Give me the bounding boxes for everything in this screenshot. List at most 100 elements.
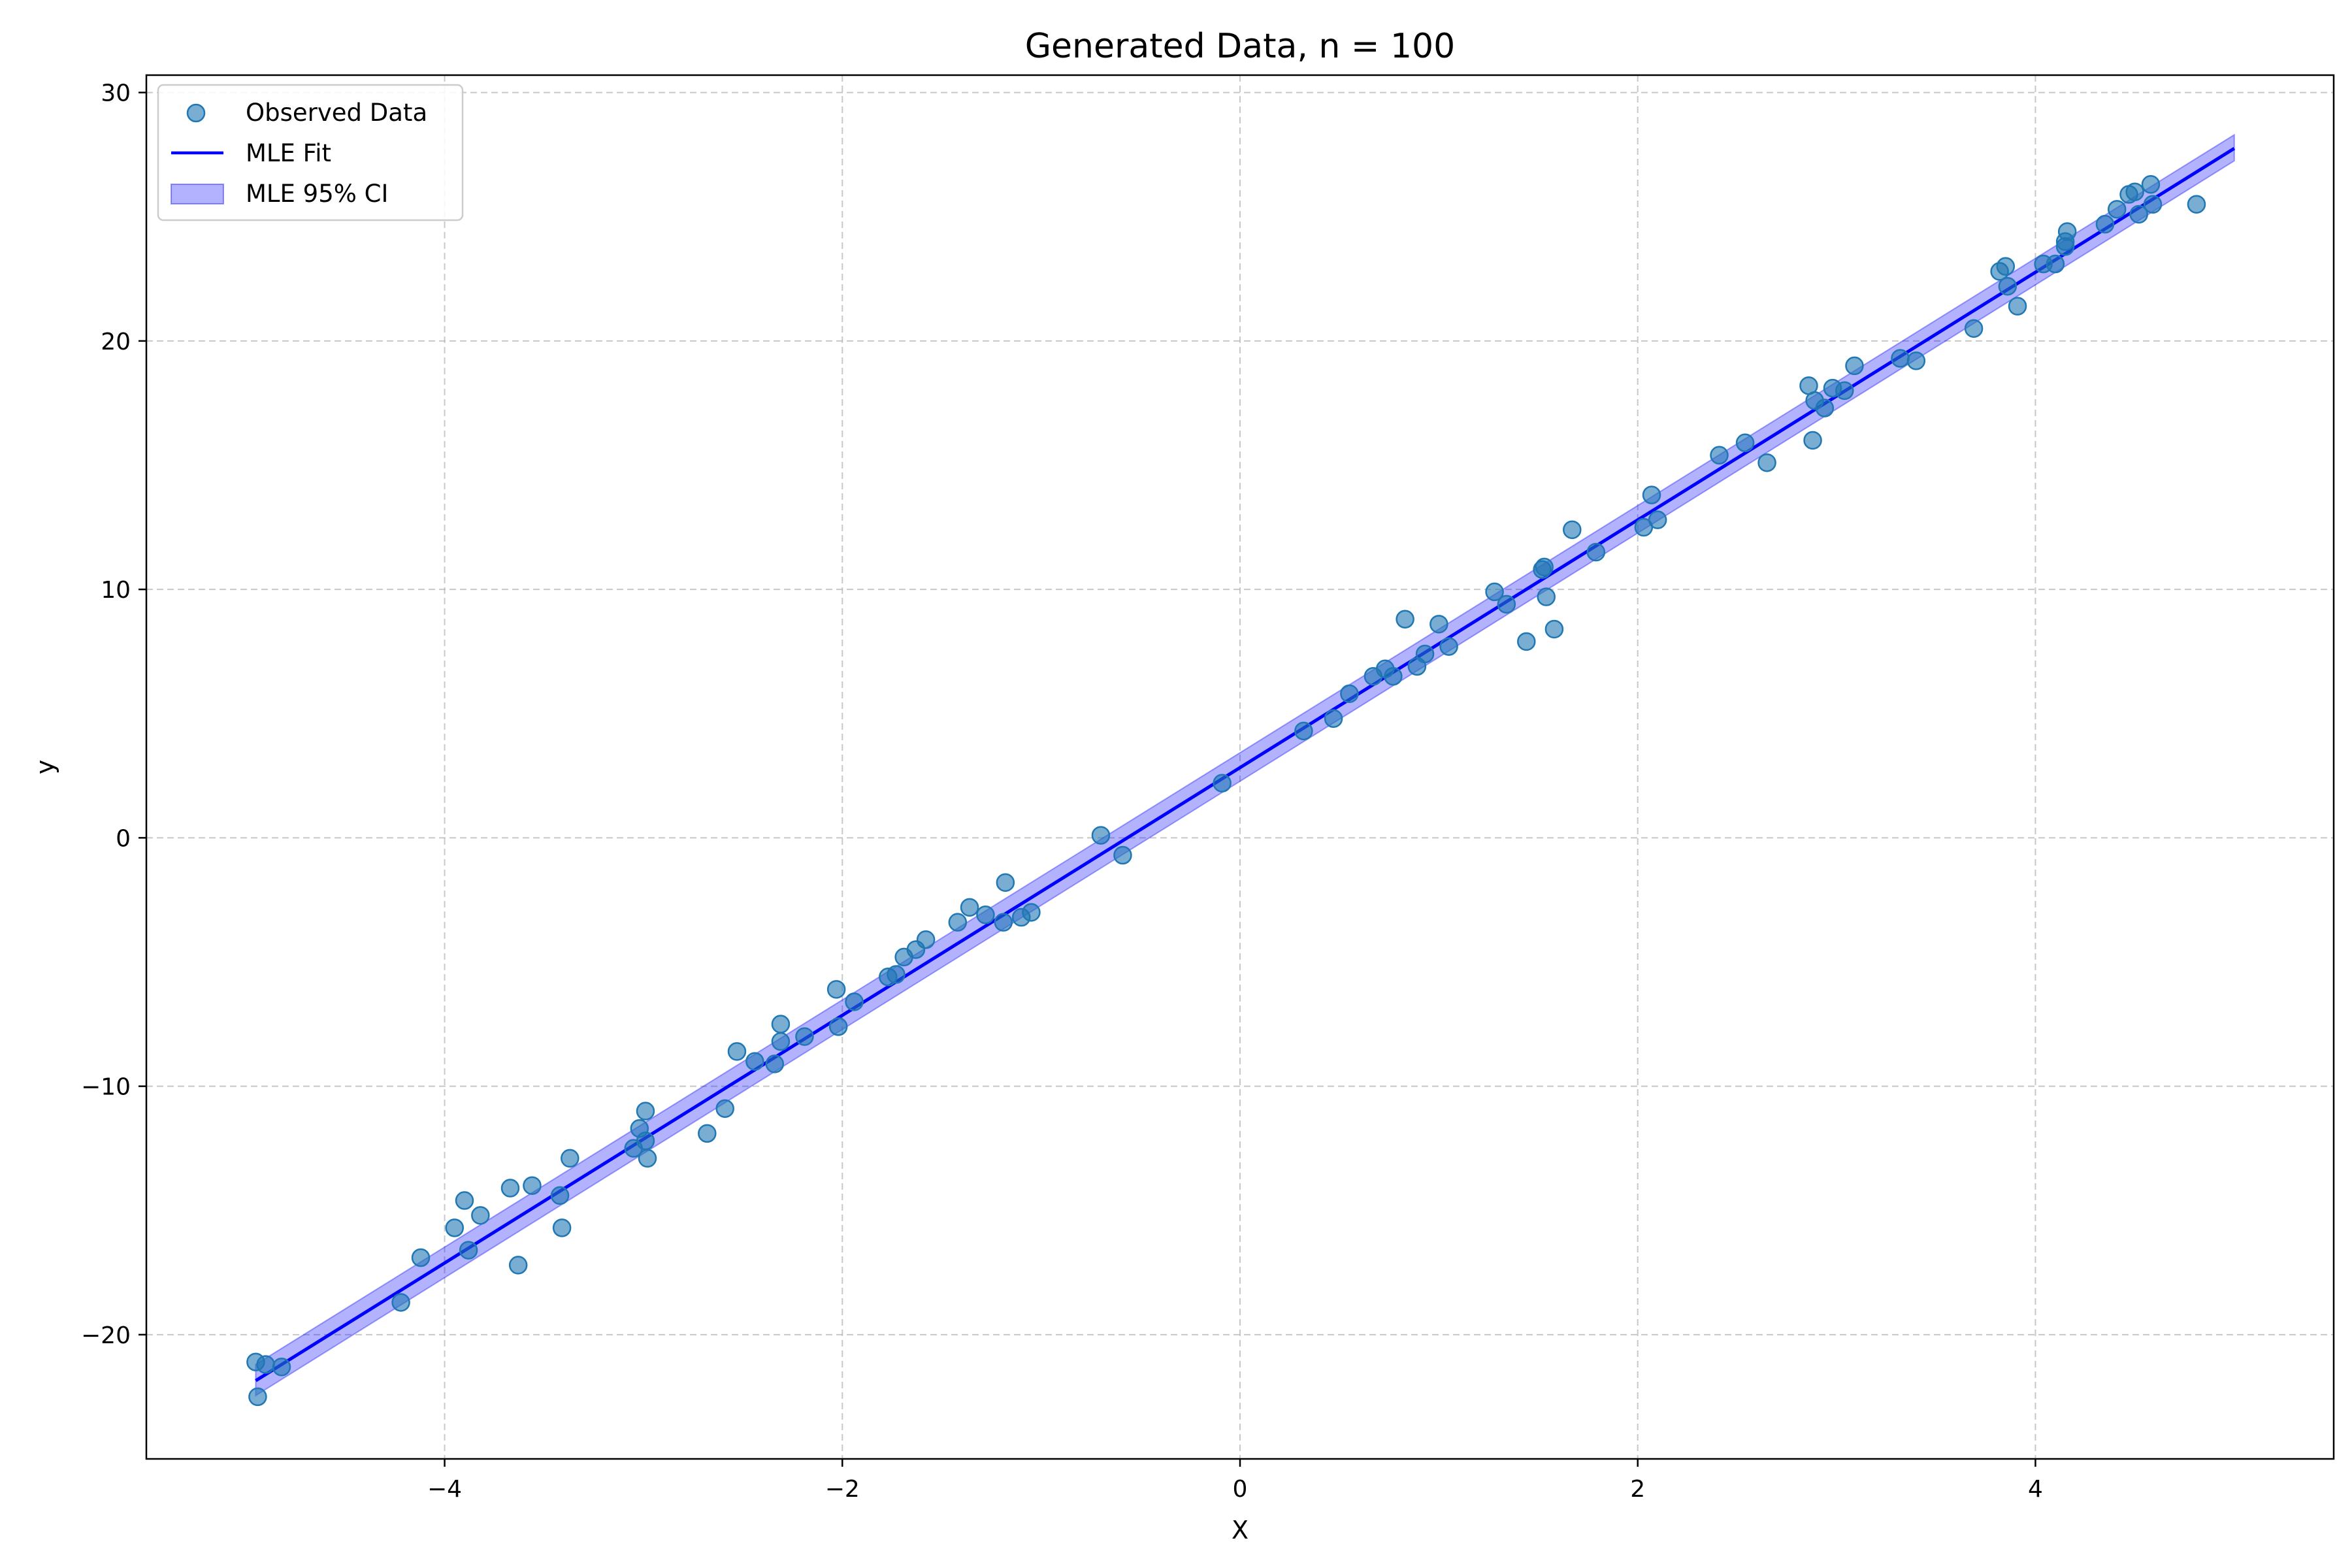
data-point [2008,297,2027,316]
data-point [1517,632,1536,651]
y-tick-label: −20 [81,1322,131,1349]
scatter-points-layer [246,175,2206,1407]
data-point [1815,399,1835,417]
data-point [2125,182,2144,201]
data-point [795,1027,814,1046]
data-point [1415,644,1435,664]
data-point [1340,684,1359,704]
data-point [1022,903,1041,922]
x-tick-label: 4 [2028,1476,2043,1503]
legend: Observed Data MLE Fit MLE 95% CI [157,84,464,221]
data-point [2187,195,2206,214]
data-point [715,1099,734,1119]
data-point [471,1206,490,1225]
data-point [765,1054,785,1073]
y-tick-label: 10 [101,577,131,604]
data-point [1485,582,1504,602]
data-point [2095,214,2115,234]
x-tick-label: −4 [427,1476,462,1503]
data-point [916,930,936,949]
data-point [828,1017,848,1036]
data-point [727,1042,747,1061]
data-point [1757,453,1776,472]
data-point [636,1132,655,1151]
data-point [826,980,846,999]
data-point [2046,254,2065,274]
y-tick-label: 0 [116,825,131,852]
data-point [561,1149,580,1168]
data-point [1324,709,1343,728]
data-point [1586,542,1606,562]
data-point [1091,826,1111,845]
data-point [771,1032,791,1051]
data-point [2143,195,2163,214]
data-point [1964,319,1984,338]
data-point [960,898,979,917]
data-point [745,1052,764,1071]
x-tick-label: 2 [1630,1476,1645,1503]
data-point [272,1358,291,1377]
data-point [1396,610,1414,629]
data-point [2129,204,2148,224]
data-point [256,1355,275,1374]
data-point [1535,557,1554,577]
data-point [2057,222,2077,241]
data-point [1439,637,1458,656]
data-point [1429,615,1448,634]
data-point [459,1241,478,1260]
data-point [1294,721,1313,741]
legend-label-observed-data: Observed Data [246,99,427,127]
chart-title: Generated Data, n = 100 [1025,27,1455,66]
data-point [552,1218,572,1237]
data-point [1996,257,2016,276]
data-point [638,1149,657,1168]
x-tick-label: −2 [825,1476,860,1503]
y-axis-ticks: −20 −10 0 10 20 30 [81,80,146,1349]
data-point [1537,587,1556,606]
legend-marker-mle-ci [171,184,224,204]
data-point [887,965,906,984]
data-point [1113,845,1132,865]
data-point [411,1248,431,1267]
data-point [1803,431,1822,450]
data-point [1710,446,1729,465]
data-point [445,1218,465,1237]
data-point [1384,666,1403,686]
data-point [636,1102,655,1120]
legend-marker-observed-data [186,103,206,123]
data-point [2141,175,2161,194]
x-axis-label: X [1232,1516,1249,1544]
data-point [996,873,1015,892]
data-point [698,1124,717,1143]
data-point [523,1176,542,1195]
data-point [845,992,864,1011]
data-point [550,1186,570,1205]
data-point [2107,200,2127,219]
data-point [1648,510,1667,529]
data-point [1642,485,1661,504]
data-point [1735,433,1755,453]
data-point [1544,619,1564,639]
data-point [1891,349,1910,368]
data-point [1563,520,1582,540]
y-axis-label: y [31,760,59,775]
data-point [508,1256,528,1275]
legend-label-mle-fit: MLE Fit [246,139,331,167]
legend-frame [157,84,464,221]
data-point [948,913,968,932]
legend-label-mle-ci: MLE 95% CI [246,180,388,208]
data-point [391,1293,410,1312]
y-tick-label: −10 [81,1074,131,1101]
data-point [1835,381,1854,400]
data-point [1845,356,1864,376]
x-axis-ticks: −4 −2 0 2 4 [427,1459,2043,1503]
data-point [994,913,1013,932]
data-point [1497,595,1516,614]
data-point [1213,774,1232,792]
y-tick-label: 30 [101,80,131,107]
data-point [1998,276,2017,296]
data-point [1906,351,1926,370]
data-point [248,1387,267,1407]
x-tick-label: 0 [1233,1476,1248,1503]
